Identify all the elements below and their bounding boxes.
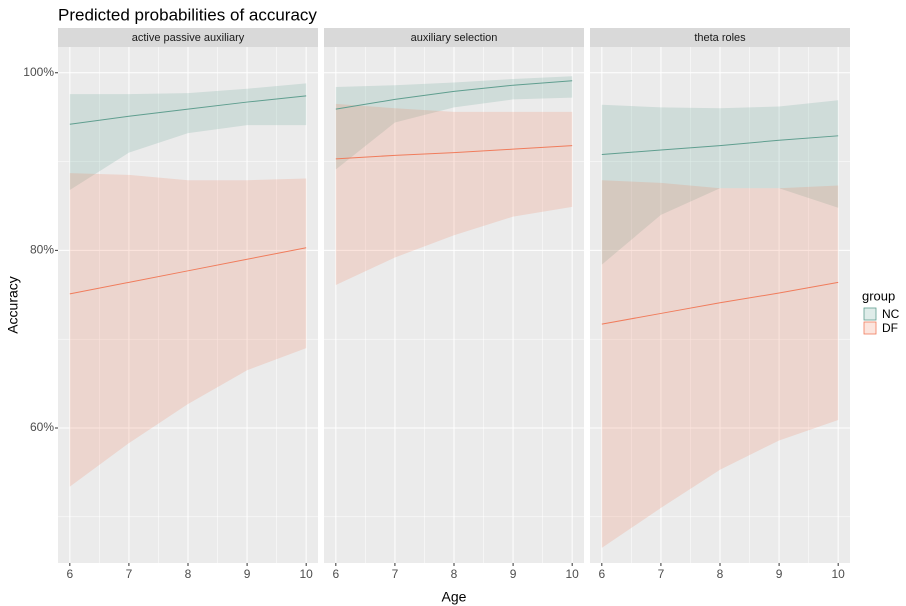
x-tick-label: 9 [510, 567, 517, 581]
y-axis-label: Accuracy [5, 276, 21, 334]
x-axis-label: Age [442, 589, 467, 605]
ribbon [69, 173, 307, 487]
x-tick-label: 6 [332, 567, 339, 581]
y-tick-label: 60% [30, 420, 54, 434]
line [335, 145, 573, 160]
strip [590, 28, 850, 47]
x-tick-label: 6 [598, 567, 605, 581]
line [69, 95, 307, 125]
strip-label: active passive auxiliary [132, 32, 245, 44]
line [69, 247, 307, 295]
y-tick-label: 100% [23, 65, 54, 79]
x-tick-label: 8 [717, 567, 724, 581]
x-tick-label: 7 [658, 567, 665, 581]
strip-label: auxiliary selection [411, 32, 498, 44]
x-tick-label: 7 [392, 567, 399, 581]
legend-label: DF [882, 321, 898, 335]
x-tick-label: 9 [776, 567, 783, 581]
chart-title: Predicted probabilities of accuracy [58, 5, 317, 24]
x-tick-label: 8 [185, 567, 192, 581]
ribbon [601, 180, 839, 548]
x-tick-label: 10 [566, 567, 580, 581]
strip-label: theta roles [694, 32, 746, 44]
ribbon [69, 83, 307, 190]
strip [58, 28, 318, 47]
legend-title: group [862, 288, 895, 303]
x-tick-label: 8 [451, 567, 458, 581]
x-tick-label: 9 [244, 567, 251, 581]
legend-key [863, 307, 877, 321]
legend-key [863, 321, 877, 335]
y-tick-label: 80% [30, 243, 54, 257]
strip [324, 28, 584, 47]
line [601, 135, 839, 155]
x-tick-label: 10 [300, 567, 314, 581]
line [601, 281, 839, 325]
x-tick-label: 6 [66, 567, 73, 581]
line [335, 80, 573, 110]
legend-label: NC [882, 307, 900, 321]
x-tick-label: 10 [832, 567, 846, 581]
ribbon [601, 100, 839, 265]
x-tick-label: 7 [126, 567, 133, 581]
